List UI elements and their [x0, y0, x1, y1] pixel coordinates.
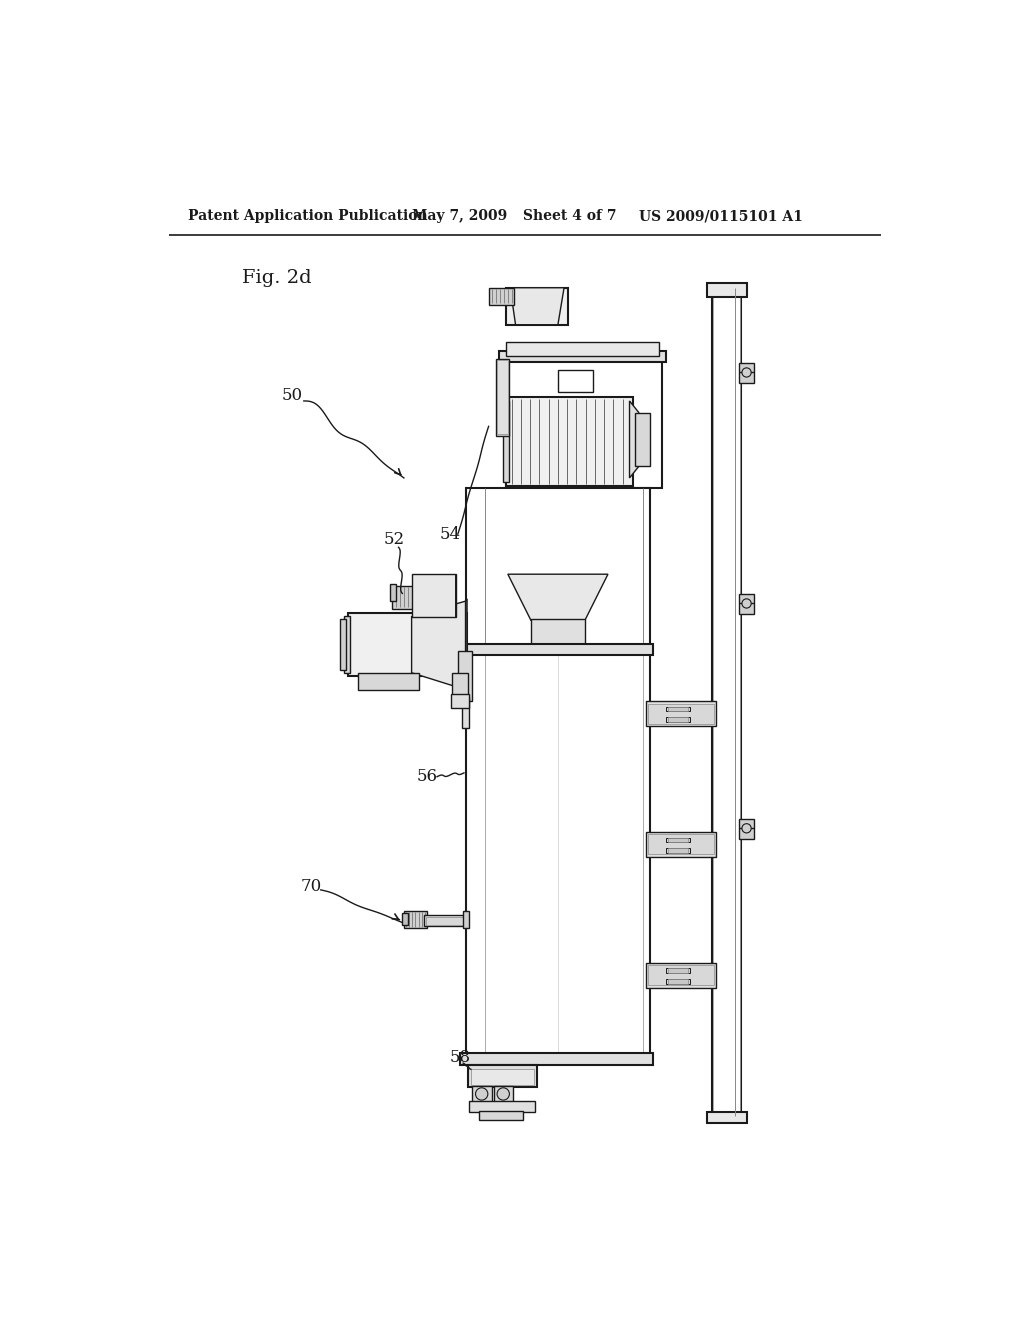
Bar — [666, 706, 690, 711]
Bar — [469, 1101, 535, 1111]
Bar — [506, 358, 662, 488]
Bar — [506, 397, 634, 486]
Bar — [478, 1111, 523, 1121]
Bar — [468, 1065, 538, 1088]
Bar — [471, 1069, 535, 1085]
Text: 52: 52 — [384, 531, 406, 548]
Bar — [531, 619, 585, 651]
Bar — [668, 979, 688, 983]
Circle shape — [742, 599, 752, 609]
Text: Sheet 4 of 7: Sheet 4 of 7 — [523, 209, 616, 223]
Bar — [458, 651, 472, 701]
Bar — [348, 612, 467, 676]
Bar — [472, 1086, 492, 1102]
Bar — [666, 718, 690, 722]
Bar — [392, 586, 425, 609]
Circle shape — [742, 368, 752, 378]
Bar — [390, 585, 396, 601]
Bar — [462, 697, 469, 729]
Bar — [506, 288, 568, 325]
Bar — [499, 351, 667, 363]
Bar — [646, 832, 716, 857]
Polygon shape — [412, 601, 466, 689]
Bar — [648, 965, 714, 985]
Bar — [668, 706, 688, 711]
Bar — [463, 911, 469, 928]
Bar — [707, 284, 746, 297]
Polygon shape — [510, 288, 564, 325]
Bar — [739, 363, 755, 383]
Text: 70: 70 — [301, 878, 323, 895]
Polygon shape — [508, 574, 608, 620]
Bar — [635, 412, 650, 466]
Bar — [466, 488, 650, 649]
Bar — [453, 673, 468, 696]
Text: 56: 56 — [417, 768, 437, 785]
Text: Patent Application Publication: Patent Application Publication — [188, 209, 428, 223]
Bar — [412, 574, 457, 616]
Bar — [646, 701, 716, 726]
Bar — [496, 359, 509, 436]
Bar — [648, 704, 714, 723]
Bar — [506, 342, 658, 355]
Bar — [666, 979, 690, 983]
Bar — [666, 849, 690, 853]
Text: US 2009/0115101 A1: US 2009/0115101 A1 — [639, 209, 803, 223]
Bar — [424, 915, 466, 927]
Circle shape — [497, 1088, 509, 1100]
Bar — [451, 694, 469, 708]
Text: 58: 58 — [450, 1049, 471, 1067]
Bar — [357, 673, 419, 689]
Bar — [712, 288, 741, 1115]
Bar — [426, 917, 464, 924]
Polygon shape — [630, 401, 639, 478]
Bar — [403, 911, 427, 928]
Bar — [340, 619, 346, 669]
Polygon shape — [466, 599, 467, 692]
Bar — [558, 370, 593, 392]
Bar — [707, 1111, 746, 1123]
Bar — [666, 837, 690, 842]
Bar — [503, 401, 509, 482]
Bar — [739, 594, 755, 614]
Circle shape — [742, 824, 752, 833]
Bar — [460, 1053, 652, 1065]
Bar — [648, 834, 714, 854]
Bar — [489, 288, 514, 305]
Text: 54: 54 — [439, 525, 461, 543]
Bar — [668, 837, 688, 842]
Bar — [668, 718, 688, 722]
Bar — [646, 964, 716, 987]
Bar — [714, 289, 739, 1114]
Bar — [668, 969, 688, 973]
Bar — [494, 1086, 513, 1102]
Text: May 7, 2009: May 7, 2009 — [412, 209, 507, 223]
Bar — [344, 615, 350, 673]
Bar — [466, 649, 650, 1057]
Bar — [666, 969, 690, 973]
Bar — [497, 360, 508, 434]
Circle shape — [475, 1088, 487, 1100]
Bar — [460, 644, 652, 655]
Bar — [401, 913, 408, 925]
Bar — [668, 849, 688, 853]
Text: 50: 50 — [282, 387, 303, 404]
Bar — [739, 818, 755, 840]
Text: Fig. 2d: Fig. 2d — [243, 269, 312, 286]
